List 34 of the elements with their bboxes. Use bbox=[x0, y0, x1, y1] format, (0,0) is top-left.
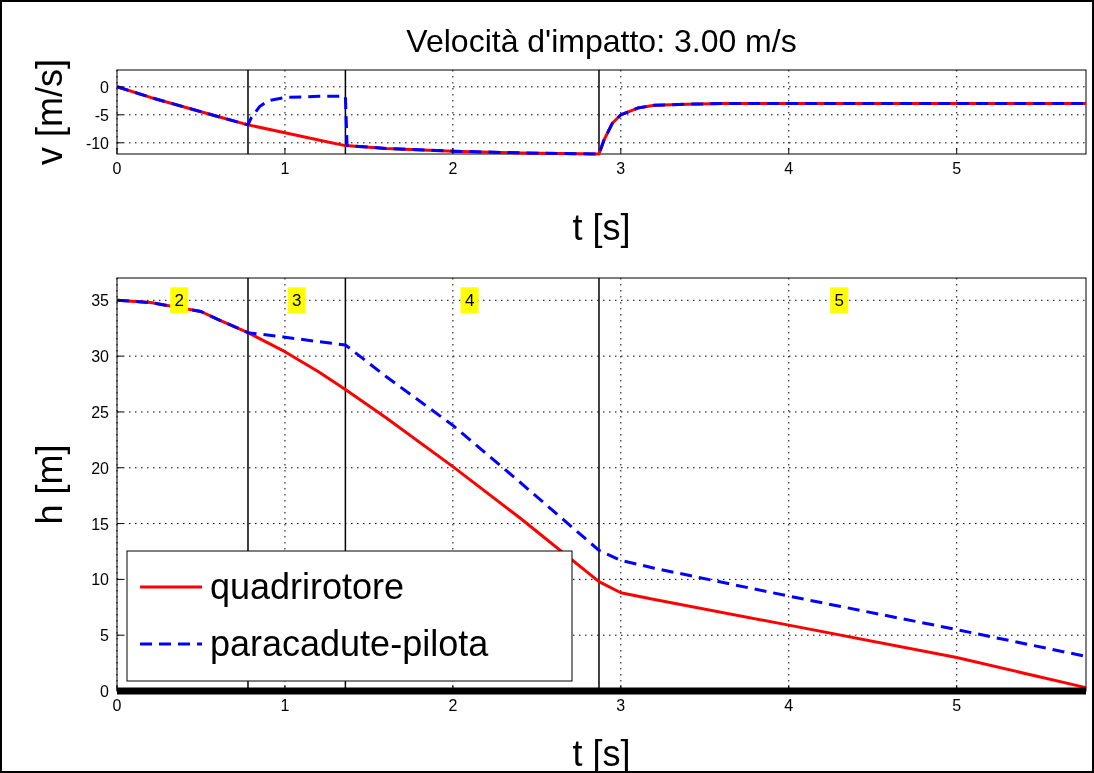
y-tick-label: 0 bbox=[100, 78, 110, 96]
x-tick-label: 0 bbox=[112, 697, 122, 714]
y-axis-title: v [m/s] bbox=[29, 59, 70, 165]
annotation: 2 bbox=[174, 291, 184, 311]
x-tick-label: 5 bbox=[952, 697, 962, 714]
annotation: 5 bbox=[834, 291, 844, 311]
y-tick-label: 25 bbox=[91, 403, 110, 421]
y-tick-label: 0 bbox=[100, 683, 110, 700]
x-tick-label: 2 bbox=[448, 697, 458, 714]
y-tick-label: 5 bbox=[100, 627, 110, 645]
x-tick-label: 5 bbox=[952, 160, 962, 177]
y-tick-label: 15 bbox=[91, 515, 110, 533]
x-tick-label: 1 bbox=[280, 160, 290, 177]
x-tick-label: 3 bbox=[616, 697, 626, 714]
x-tick-label: 0 bbox=[112, 160, 122, 177]
y-tick-label: 20 bbox=[91, 459, 110, 477]
annotation: 3 bbox=[291, 291, 302, 311]
chart-title: Velocità d'impatto: 3.00 m/s bbox=[406, 23, 797, 59]
x-tick-label: 3 bbox=[616, 160, 626, 177]
y-tick-label: -5 bbox=[94, 106, 110, 124]
y-tick-label: -10 bbox=[85, 134, 110, 152]
x-tick-label: 4 bbox=[784, 160, 794, 177]
legend-label: quadrirotore bbox=[210, 566, 405, 607]
x-tick-label: 4 bbox=[784, 697, 794, 714]
y-axis-title: h [m] bbox=[29, 444, 70, 525]
x-tick-label: 1 bbox=[280, 697, 290, 714]
x-tick-label: 2 bbox=[448, 160, 458, 177]
annotation: 4 bbox=[464, 291, 475, 311]
y-tick-label: 30 bbox=[91, 348, 110, 366]
y-tick-label: 35 bbox=[91, 292, 110, 310]
x-axis-title: t [s] bbox=[572, 207, 631, 248]
line-series bbox=[115, 85, 1088, 156]
y-tick-label: 10 bbox=[91, 571, 110, 589]
legend-label: paracadute-pilota bbox=[210, 623, 490, 664]
